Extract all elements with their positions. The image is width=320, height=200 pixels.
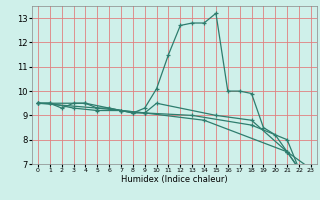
X-axis label: Humidex (Indice chaleur): Humidex (Indice chaleur) [121, 175, 228, 184]
